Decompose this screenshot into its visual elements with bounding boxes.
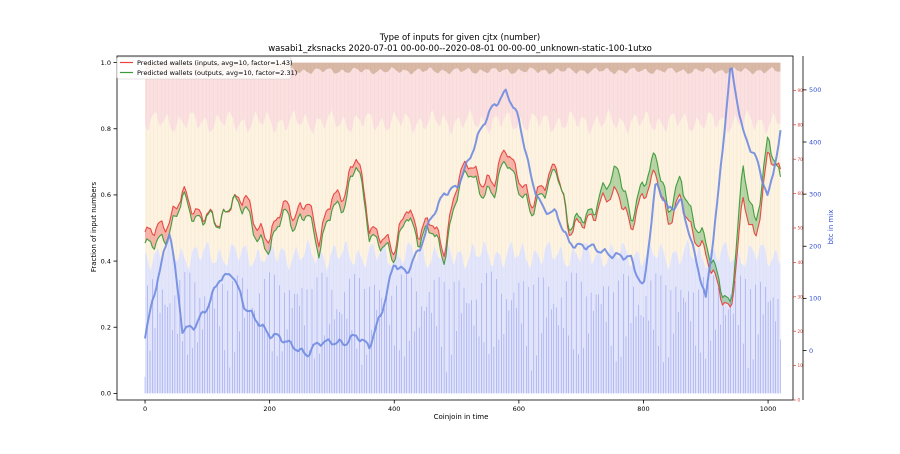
x-tick-label: 0 [143, 405, 147, 413]
x-tick-label: 200 [263, 405, 275, 413]
legend-box [116, 56, 292, 80]
y3-tick-label: 60 [798, 191, 804, 196]
series-line-btc-in-mix [144, 67, 782, 358]
y-tick-label: 0.0 [101, 390, 111, 398]
y2-axis-label: btc in mix [827, 210, 835, 245]
y3-tick-label: 80 [798, 122, 804, 127]
x-tick-label: 800 [637, 405, 649, 413]
y-axis-label: Fraction of input numbers [90, 181, 98, 272]
y-tick-label: 0.6 [101, 191, 111, 199]
y3-tick-label: 90 [798, 88, 804, 93]
plot-area [144, 62, 782, 394]
y3-tick-label: 70 [798, 157, 804, 162]
y2-tick-label: 500 [809, 86, 821, 94]
y3-tick-label: 0 [798, 398, 801, 403]
inputs-fill [145, 186, 224, 250]
axes: 0 200 400 600 800 10000.00.20.40.60.81.001020… [101, 55, 821, 413]
y3-tick-label: 10 [798, 363, 804, 368]
chart-subtitle: wasabi1_zksnacks 2020-07-01 00-00-00--20… [268, 44, 652, 54]
legend-label-outputs: Predicted wallets (outputs, avg=10, fact… [137, 69, 297, 77]
y3-tick-label: 50 [798, 226, 804, 231]
legend: Predicted wallets (inputs, avg=10, facto… [116, 56, 297, 80]
y-tick-label: 1.0 [101, 59, 111, 67]
x-axis-label: Coinjoin in time [434, 413, 489, 421]
band-upper [145, 67, 781, 135]
y3-tick-label: 20 [798, 329, 804, 334]
chart-title: Type of inputs for given cjtx (number) [379, 33, 541, 43]
y3-tick-label: 40 [798, 260, 804, 265]
y-tick-label: 0.4 [101, 257, 111, 265]
y2-tick-label: 400 [809, 138, 821, 146]
y2-tick-label: 0 [809, 347, 813, 355]
x-tick-label: 1000 [760, 405, 777, 413]
x-tick-label: 400 [388, 405, 400, 413]
y2-tick-label: 100 [809, 295, 821, 303]
band-middle [145, 109, 781, 271]
band-lower [145, 238, 781, 394]
legend-label-inputs: Predicted wallets (inputs, avg=10, facto… [137, 59, 293, 67]
y2-tick-label: 300 [809, 190, 821, 198]
y-tick-label: 0.2 [101, 324, 111, 332]
y2-tick-label: 200 [809, 243, 821, 251]
y-tick-label: 0.8 [101, 125, 111, 133]
outputs-fill [563, 137, 775, 307]
band-top [145, 62, 781, 75]
x-tick-label: 600 [513, 405, 525, 413]
y3-tick-label: 30 [798, 294, 804, 299]
